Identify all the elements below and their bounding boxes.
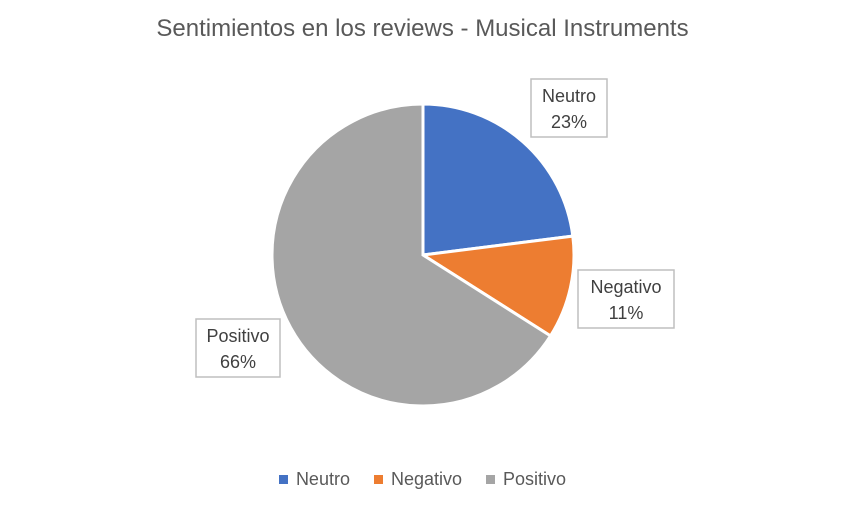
legend-item-neutro: Neutro [278, 469, 350, 490]
data-label-percent: 23% [551, 112, 587, 132]
legend: Neutro Negativo Positivo [0, 469, 845, 490]
data-label-percent: 66% [220, 352, 256, 372]
data-label-negativo: Negativo 11% [577, 269, 675, 329]
chart-title: Sentimientos en los reviews - Musical In… [156, 15, 689, 42]
data-label-neutro: Neutro 23% [530, 78, 608, 138]
legend-swatch-negativo [373, 475, 383, 484]
data-label-percent: 11% [609, 303, 644, 323]
pie-slice-positivo [270, 102, 553, 408]
data-label-box [577, 269, 675, 329]
legend-item-negativo: Negativo [373, 469, 463, 490]
data-label-name: Positivo [206, 326, 269, 346]
legend-label-negativo: Negativo [390, 469, 463, 489]
legend-swatch-positivo [486, 475, 496, 484]
data-label-box [530, 78, 608, 138]
data-label-name: Neutro [542, 86, 596, 106]
legend-label-neutro: Neutro [295, 469, 350, 489]
data-label-positivo: Positivo 66% [195, 318, 281, 378]
data-label-box [195, 318, 281, 378]
legend-item-positivo: Positivo [486, 469, 566, 490]
pie-slice-neutro [421, 102, 575, 257]
data-label-name: Negativo [590, 277, 661, 297]
pie-slice-negativo [418, 234, 576, 338]
legend-label-positivo: Positivo [503, 469, 567, 489]
legend-swatch-neutro [278, 475, 288, 484]
